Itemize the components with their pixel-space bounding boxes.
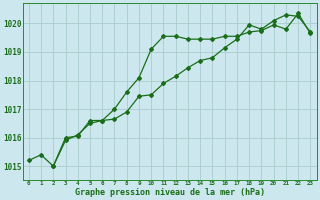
X-axis label: Graphe pression niveau de la mer (hPa): Graphe pression niveau de la mer (hPa)	[75, 188, 265, 197]
